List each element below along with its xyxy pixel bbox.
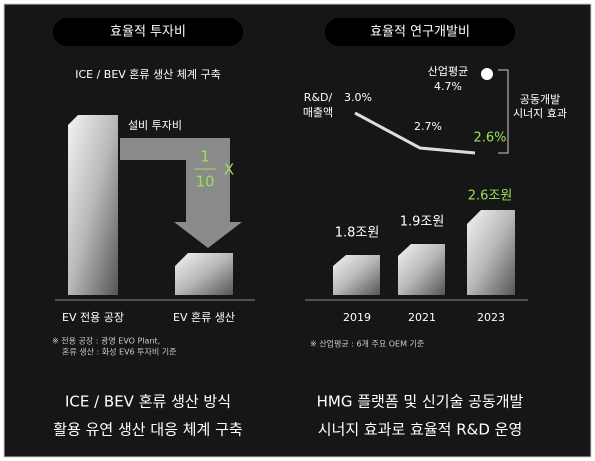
amount: 1.8조원 xyxy=(335,226,380,241)
infographic: 효율적 투자비 ICE / BEV 혼류 생산 체계 구축 설비 투자비 1 1… xyxy=(0,0,595,461)
synergy: 시너지 효과 xyxy=(513,107,567,120)
ratio-axis-label: R&D/ xyxy=(304,91,333,104)
bar-label: EV 전용 공장 xyxy=(62,311,124,324)
industry-value: 4.7% xyxy=(434,80,462,93)
arrow-label: 설비 투자비 xyxy=(128,119,182,132)
right-title: 효율적 연구개발비 xyxy=(370,25,470,40)
fraction-denominator: 10 xyxy=(195,173,214,191)
bar-label: EV 혼류 생산 xyxy=(173,311,235,324)
fraction-numerator: 1 xyxy=(200,148,210,166)
industry-label: 산업평균 xyxy=(428,65,468,78)
note: ※ 산업평균 : 6개 주요 OEM 기준 xyxy=(310,339,424,349)
amount: 1.9조원 xyxy=(400,215,445,230)
synergy: 공동개발 xyxy=(520,93,560,106)
year: 2021 xyxy=(408,311,436,324)
industry-dot xyxy=(481,68,493,80)
bar-mixed xyxy=(175,253,233,295)
amount: 2.6조원 xyxy=(468,189,513,204)
fraction-x: X xyxy=(224,161,234,179)
bar-dedicated xyxy=(68,115,118,295)
bar xyxy=(398,244,445,295)
bar xyxy=(467,210,515,295)
ratio: 3.0% xyxy=(344,91,372,104)
year: 2023 xyxy=(477,311,505,324)
note: 혼류 생산 : 화성 EV6 투자비 기준 xyxy=(62,347,177,357)
left-title: 효율적 투자비 xyxy=(110,25,186,40)
ratio: 2.6% xyxy=(473,131,506,146)
year: 2019 xyxy=(343,311,371,324)
caption: 시너지 효과로 효율적 R&D 운영 xyxy=(318,421,523,439)
bar xyxy=(333,255,380,295)
caption: HMG 플랫폼 및 신기술 공동개발 xyxy=(317,393,524,411)
ratio-axis-label: 매출액 xyxy=(303,106,333,119)
left-subtitle: ICE / BEV 혼류 생산 체계 구축 xyxy=(75,68,221,81)
caption: ICE / BEV 혼류 생산 방식 xyxy=(65,393,231,411)
caption: 활용 유연 생산 대응 체계 구축 xyxy=(53,421,242,439)
note: ※ 전용 공장 : 광명 EVO Plant, xyxy=(52,336,160,346)
ratio: 2.7% xyxy=(414,120,442,133)
